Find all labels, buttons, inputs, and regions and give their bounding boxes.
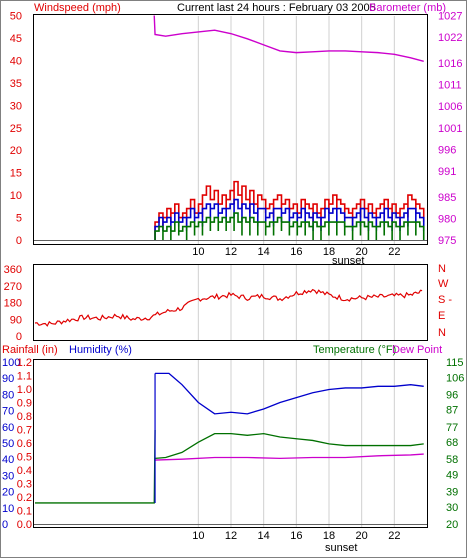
rainfall-tick-label: 0.1 — [17, 506, 32, 518]
humidity-tick-label: 0 — [2, 519, 8, 531]
direction-tick-label: 360 — [4, 264, 22, 276]
temperature-tick-label: 77 — [446, 422, 458, 434]
humidity-tick-label: 40 — [2, 454, 14, 466]
panel-humidity-temperature: 0 10 20 30 40 50 60 70 80 90 100 0.00.1 0.20.3 0.40.5… — [2, 357, 464, 554]
humidity-tick-label: 70 — [2, 406, 14, 418]
windspeed-tick-label: 50 — [10, 11, 22, 23]
barometer-label: Barometer (mb) — [369, 2, 446, 14]
x-tick-label-top: 14 — [258, 246, 270, 258]
barometer-tick-label: 1016 — [438, 58, 462, 70]
rainfall-tick-label: 0.6 — [17, 438, 32, 450]
humidity-tick-label: 30 — [2, 470, 14, 482]
x-tick-label-top: 20 — [356, 246, 368, 258]
humidity-tick-label: 90 — [2, 373, 14, 385]
rainfall-tick-label: 1.0 — [17, 384, 32, 396]
humidity-tick-label: 10 — [2, 503, 14, 515]
wind-low-series — [154, 212, 425, 240]
temperature-tick-label: 39 — [446, 487, 458, 499]
windspeed-label: Windspeed (mph) — [34, 2, 121, 14]
rainfall-tick-label: 1.1 — [17, 371, 32, 383]
barometer-tick-label: 1001 — [438, 123, 462, 135]
dewpoint-series — [155, 453, 424, 461]
barometer-tick-label: 1011 — [438, 80, 462, 92]
x-tick-label-top: 16 — [290, 246, 302, 258]
x-tick-label-bottom: 22 — [388, 530, 400, 542]
humidity-tick-label: 50 — [2, 438, 14, 450]
temperature-tick-label: 87 — [446, 405, 458, 417]
x-tick-label-top: 22 — [388, 246, 400, 258]
direction-tick-label: 270 — [4, 281, 22, 293]
rainfall-label: Rainfall (in) — [2, 344, 58, 356]
barometer-series — [153, 15, 424, 62]
rainfall-tick-label: 0.3 — [17, 479, 32, 491]
windspeed-tick-label: 20 — [10, 145, 22, 157]
temperature-tick-label: 20 — [446, 519, 458, 531]
barometer-tick-label: 975 — [438, 235, 456, 247]
panel-wind-barometer: 0 5 10 15 20 25 30 35 40 45 50 975 980 985 991 996 1001 1… — [10, 11, 463, 268]
barometer-tick-label: 991 — [438, 166, 456, 178]
humidity-label: Humidity (%) — [69, 344, 132, 356]
windspeed-tick-label: 35 — [10, 78, 22, 90]
compass-label: S - — [438, 294, 452, 306]
rainfall-tick-label: 0.8 — [17, 411, 32, 423]
sunset-label-bottom: sunset — [325, 542, 357, 554]
humidity-series — [155, 372, 424, 415]
x-tick-label-bottom: 12 — [225, 530, 237, 542]
wind-direction-series — [34, 288, 423, 327]
barometer-tick-label: 1006 — [438, 101, 462, 113]
windspeed-tick-label: 45 — [10, 33, 22, 45]
dewpoint-label: Dew Point — [392, 344, 442, 356]
x-tick-label-bottom: 18 — [323, 530, 335, 542]
compass-label: E — [438, 310, 445, 322]
temperature-tick-label: 115 — [446, 357, 464, 369]
x-tick-label-top: 10 — [192, 246, 204, 258]
windspeed-tick-label: 0 — [16, 235, 22, 247]
rainfall-tick-label: 0.5 — [17, 452, 32, 464]
rainfall-tick-label: 0.9 — [17, 398, 32, 410]
barometer-tick-label: 1022 — [438, 32, 462, 44]
barometer-tick-label: 980 — [438, 213, 456, 225]
compass-label: W — [438, 278, 449, 290]
x-tick-label-bottom: 20 — [356, 530, 368, 542]
direction-tick-label: 180 — [4, 298, 22, 310]
temperature-tick-label: 106 — [446, 372, 464, 384]
chart-title: Current last 24 hours : February 03 2005 — [177, 2, 376, 14]
compass-label: N — [438, 327, 446, 339]
rainfall-tick-label: 0.2 — [17, 492, 32, 504]
windspeed-tick-label: 40 — [10, 55, 22, 67]
barometer-tick-label: 996 — [438, 144, 456, 156]
temperature-tick-label: 30 — [446, 502, 458, 514]
humidity-tick-label: 60 — [2, 422, 14, 434]
temperature-tick-label: 68 — [446, 437, 458, 449]
direction-tick-label: 90 — [10, 314, 22, 326]
windspeed-tick-label: 10 — [10, 190, 22, 202]
x-tick-label-bottom: 10 — [192, 530, 204, 542]
humidity-tick-label: 100 — [2, 357, 20, 369]
barometer-tick-label: 1027 — [438, 11, 462, 23]
windspeed-tick-label: 25 — [10, 123, 22, 135]
temperature-label: Temperature (°F) — [313, 344, 396, 356]
direction-tick-label: 0 — [16, 331, 22, 343]
rainfall-tick-label: 0.7 — [17, 425, 32, 437]
temperature-tick-label: 58 — [446, 454, 458, 466]
temperature-series — [154, 432, 424, 459]
compass-label: N — [438, 263, 446, 275]
rainfall-tick-label: 0.4 — [17, 465, 32, 477]
barometer-tick-label: 985 — [438, 192, 456, 204]
x-tick-label-top: 12 — [225, 246, 237, 258]
x-tick-label-bottom: 16 — [290, 530, 302, 542]
x-tick-label-bottom: 14 — [258, 530, 270, 542]
windspeed-tick-label: 5 — [16, 213, 22, 225]
temperature-tick-label: 96 — [446, 389, 458, 401]
humidity-tick-label: 20 — [2, 487, 14, 499]
windspeed-tick-label: 15 — [10, 168, 22, 180]
rainfall-tick-label: 1.2 — [17, 357, 32, 369]
rainfall-tick-label: 0.0 — [17, 519, 32, 531]
humidity-tick-label: 80 — [2, 389, 14, 401]
x-tick-label-top: 18 — [323, 246, 335, 258]
windspeed-tick-label: 30 — [10, 100, 22, 112]
temperature-tick-label: 49 — [446, 470, 458, 482]
